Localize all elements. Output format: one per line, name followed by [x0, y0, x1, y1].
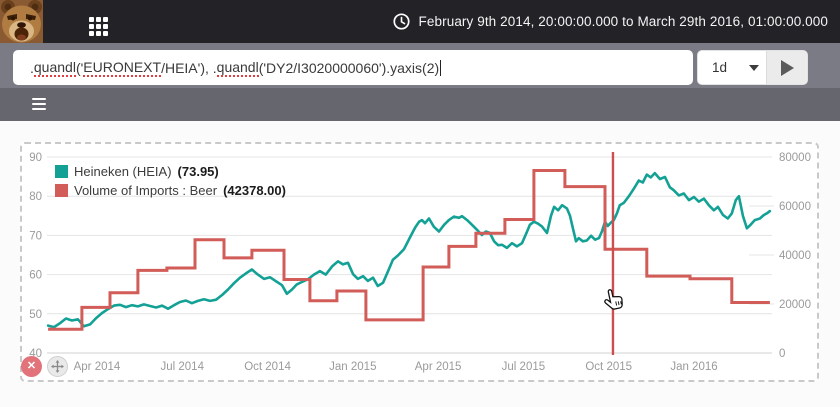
chevron-down-icon [749, 64, 760, 71]
svg-text:70: 70 [29, 230, 42, 242]
legend-item-heineken[interactable]: Heineken (HEIA) (73.95) [55, 164, 286, 179]
svg-text:80000: 80000 [779, 152, 811, 164]
move-icon [51, 360, 64, 373]
secondary-toolbar [0, 88, 840, 121]
query-text-segment: quandl [33, 58, 76, 77]
svg-text:40000: 40000 [779, 250, 811, 262]
bear-logo[interactable] [0, 0, 43, 43]
legend-label: Volume of Imports : Beer [74, 183, 218, 198]
clock-icon [392, 13, 410, 30]
date-range-picker[interactable]: February 9th 2014, 20:00:00.000 to March… [392, 0, 828, 43]
svg-text:Oct 2015: Oct 2015 [585, 361, 632, 373]
interval-control: 1d [697, 50, 808, 85]
svg-text:0: 0 [779, 348, 785, 360]
text-cursor [440, 59, 442, 76]
legend-value: (73.95) [177, 164, 219, 179]
play-icon [780, 59, 794, 76]
svg-text:Oct 2014: Oct 2014 [244, 361, 291, 373]
date-range-text: February 9th 2014, 20:00:00.000 to March… [418, 14, 828, 29]
menu-button[interactable] [32, 92, 46, 116]
query-text-segment: (' [75, 59, 84, 76]
legend-swatch-teal [55, 165, 68, 178]
interval-value: 1d [712, 60, 728, 75]
chart-legend: Heineken (HEIA) (73.95) Volume of Import… [55, 164, 286, 198]
content-area: 90 80 70 60 50 40 80000 60000 40000 20000 0 Apr 201… [0, 121, 840, 407]
query-text-segment: . [30, 59, 34, 76]
svg-text:Jan 2016: Jan 2016 [670, 361, 717, 373]
svg-text:80: 80 [29, 191, 42, 203]
svg-text:60: 60 [29, 270, 42, 282]
svg-text:90: 90 [29, 152, 42, 164]
run-query-button[interactable] [766, 51, 807, 84]
svg-text:Jan 2015: Jan 2015 [329, 361, 376, 373]
query-text-segment: EURONEXT [83, 58, 162, 77]
query-input[interactable]: . quandl (' EURONEXT/HEIA'), . quandl ('DY2/I… [13, 50, 693, 85]
svg-text:Jul 2014: Jul 2014 [161, 361, 205, 373]
query-text-segment: ('DY2/I3020000060').yaxis(2) [258, 59, 440, 76]
close-panel-button[interactable]: ✕ [21, 356, 42, 377]
legend-item-imports-beer[interactable]: Volume of Imports : Beer (42378.00) [55, 183, 286, 198]
svg-text:Apr 2015: Apr 2015 [415, 361, 462, 373]
svg-text:60000: 60000 [779, 201, 811, 213]
top-bar: February 9th 2014, 20:00:00.000 to March… [0, 0, 840, 43]
query-bar: . quandl (' EURONEXT/HEIA'), . quandl ('DY2/I… [0, 43, 840, 88]
apps-menu-button[interactable] [87, 15, 109, 37]
query-text-segment: /HEIA'), . [161, 59, 217, 76]
chart-panel[interactable]: 90 80 70 60 50 40 80000 60000 40000 20000 0 Apr 201… [20, 142, 819, 382]
legend-swatch-red [55, 184, 68, 197]
grid-icon [88, 16, 108, 36]
legend-value: (42378.00) [223, 183, 286, 198]
interval-dropdown[interactable]: 1d [698, 51, 766, 84]
query-text-segment: quandl [216, 58, 259, 77]
svg-text:50: 50 [29, 309, 42, 321]
svg-text:20000: 20000 [779, 299, 811, 311]
svg-text:Apr 2014: Apr 2014 [74, 361, 121, 373]
bear-logo-icon [0, 0, 43, 43]
legend-label: Heineken (HEIA) [74, 164, 172, 179]
move-panel-button[interactable] [47, 356, 68, 377]
svg-text:Jul 2015: Jul 2015 [502, 361, 545, 373]
